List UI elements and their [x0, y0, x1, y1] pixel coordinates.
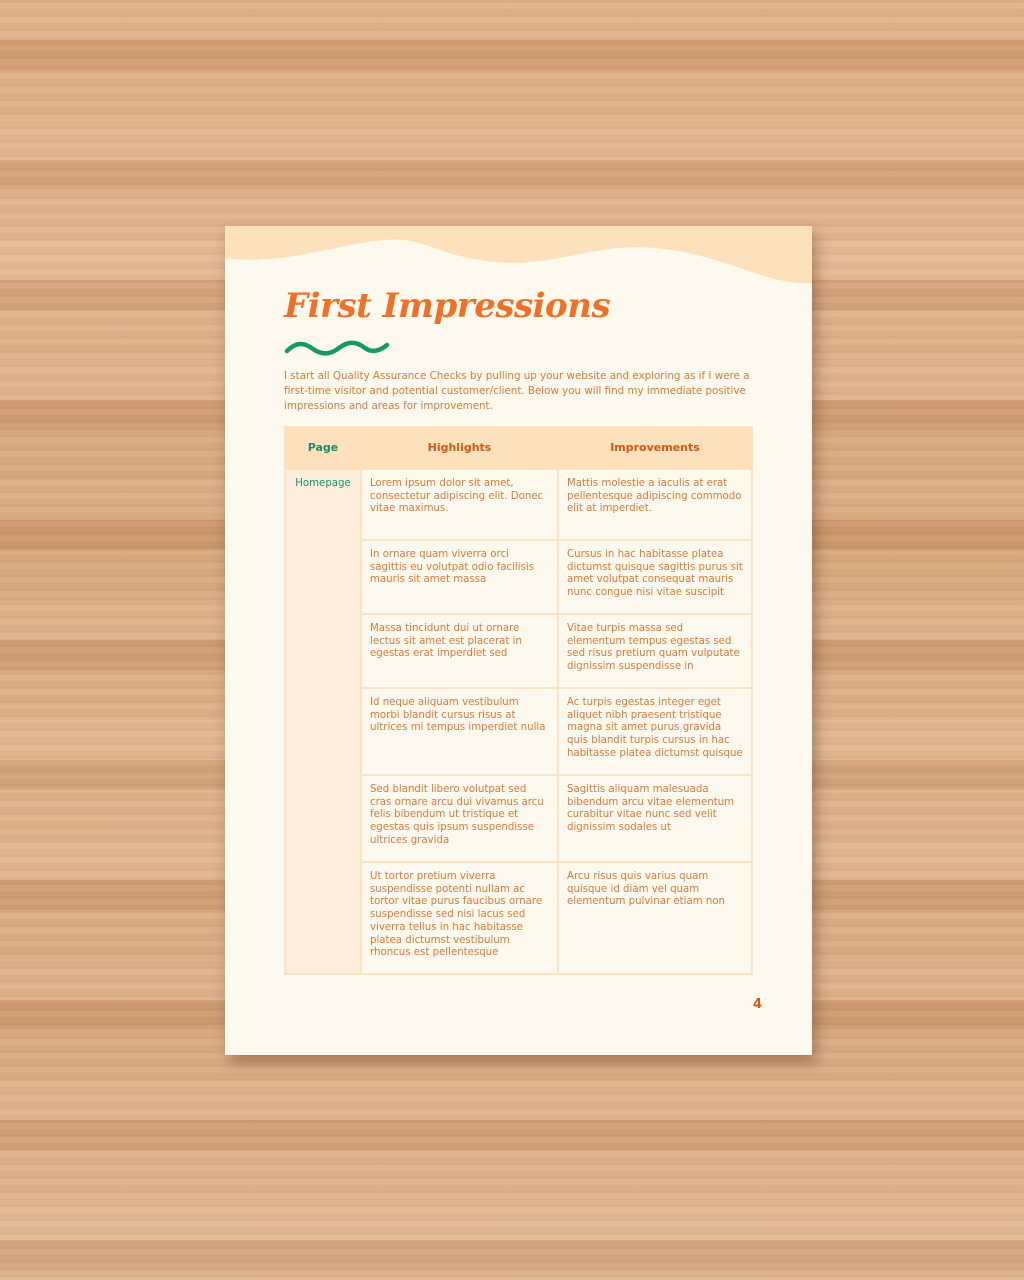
page-number: 4 — [753, 997, 763, 1012]
improvement-cell: Vitae turpis massa sed elementum tempus … — [557, 613, 753, 689]
page-title: First Impressions — [284, 286, 611, 326]
header-highlights: Highlights — [360, 426, 559, 470]
table-row: In ornare quam viverra orci sagittis eu … — [285, 539, 753, 615]
table-row: Id neque aliquam vestibulum morbi blandi… — [285, 687, 753, 776]
improvement-cell: Sagittis aliquam malesuada bibendum arcu… — [557, 774, 753, 863]
header-improvements: Improvements — [557, 426, 753, 470]
highlight-cell: Id neque aliquam vestibulum morbi blandi… — [360, 687, 559, 776]
intro-paragraph: I start all Quality Assurance Checks by … — [284, 370, 750, 412]
impressions-table: Page Highlights Improvements Homepage Lo… — [284, 426, 753, 975]
highlight-cell: Massa tincidunt dui ut ornare lectus sit… — [360, 613, 559, 689]
table-header-row: Page Highlights Improvements — [284, 426, 753, 470]
highlight-cell: In ornare quam viverra orci sagittis eu … — [360, 539, 559, 615]
improvement-cell: Cursus in hac habitasse platea dictumst … — [557, 539, 753, 615]
squiggle-decoration — [284, 340, 390, 356]
document-page: First Impressions I start all Quality As… — [225, 226, 812, 1055]
highlight-cell: Lorem ipsum dolor sit amet, consectetur … — [360, 468, 559, 541]
improvement-cell: Ac turpis egestas integer eget aliquet n… — [557, 687, 753, 776]
table-row: Homepage Lorem ipsum dolor sit amet, con… — [284, 468, 753, 975]
table-row: Massa tincidunt dui ut ornare lectus sit… — [285, 613, 753, 689]
improvement-cell: Arcu risus quis varius quam quisque id d… — [557, 861, 753, 975]
wave-decoration — [225, 226, 812, 284]
table-row: Sed blandit libero volutpat sed cras orn… — [285, 774, 753, 863]
improvement-cell: Mattis molestie a iaculis at erat pellen… — [557, 468, 753, 541]
header-page: Page — [284, 426, 362, 470]
highlight-cell: Ut tortor pretium viverra suspendisse po… — [360, 861, 559, 975]
table-row: Ut tortor pretium viverra suspendisse po… — [285, 861, 753, 975]
highlight-cell: Sed blandit libero volutpat sed cras orn… — [360, 774, 559, 863]
page-cell: Homepage — [284, 468, 362, 975]
